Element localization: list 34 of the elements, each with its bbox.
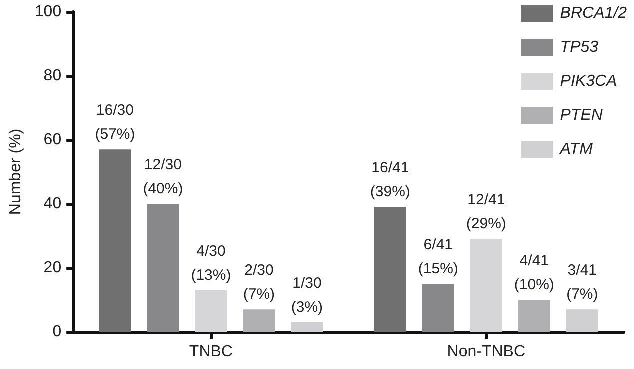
bar [291,322,324,332]
data-label: 3/41 (7%) [566,262,598,304]
data-label: 1/30 (3%) [291,274,324,316]
bar [195,290,228,332]
y-tick-label: 80 [44,68,62,84]
x-tick-label: Non-TNBC [447,344,526,360]
data-label: 4/30 (13%) [191,242,232,284]
y-tick-label: 40 [44,196,62,212]
bar [470,239,502,332]
bar [99,150,132,332]
legend-label: BRCA1/2 [560,5,628,22]
bar [422,284,454,332]
data-label: 16/41 (39%) [370,160,410,201]
y-axis-title: Number (%) [8,128,24,216]
bar [374,207,406,332]
data-label: 4/41 (10%) [514,252,554,294]
y-tick-label: 60 [44,132,62,148]
legend-label: PIK3CA [560,73,618,90]
legend-label: TP53 [560,39,599,56]
data-label: 2/30 (7%) [243,262,276,304]
y-tick-label: 20 [44,260,62,276]
legend-label: ATM [559,141,594,158]
legend-label: PTEN [560,107,604,124]
bar [566,310,598,332]
data-label: 16/30 (57%) [95,102,136,144]
y-tick-label: 0 [52,324,62,340]
data-label: 12/41 (29%) [466,192,506,233]
data-label: 6/41 (15%) [418,236,458,278]
data-label: 12/30 (40%) [143,156,184,198]
y-tick-label: 100 [34,4,62,20]
bar [243,310,276,332]
bar [518,300,550,332]
x-tick-label: TNBC [189,344,233,360]
bar [147,204,180,332]
